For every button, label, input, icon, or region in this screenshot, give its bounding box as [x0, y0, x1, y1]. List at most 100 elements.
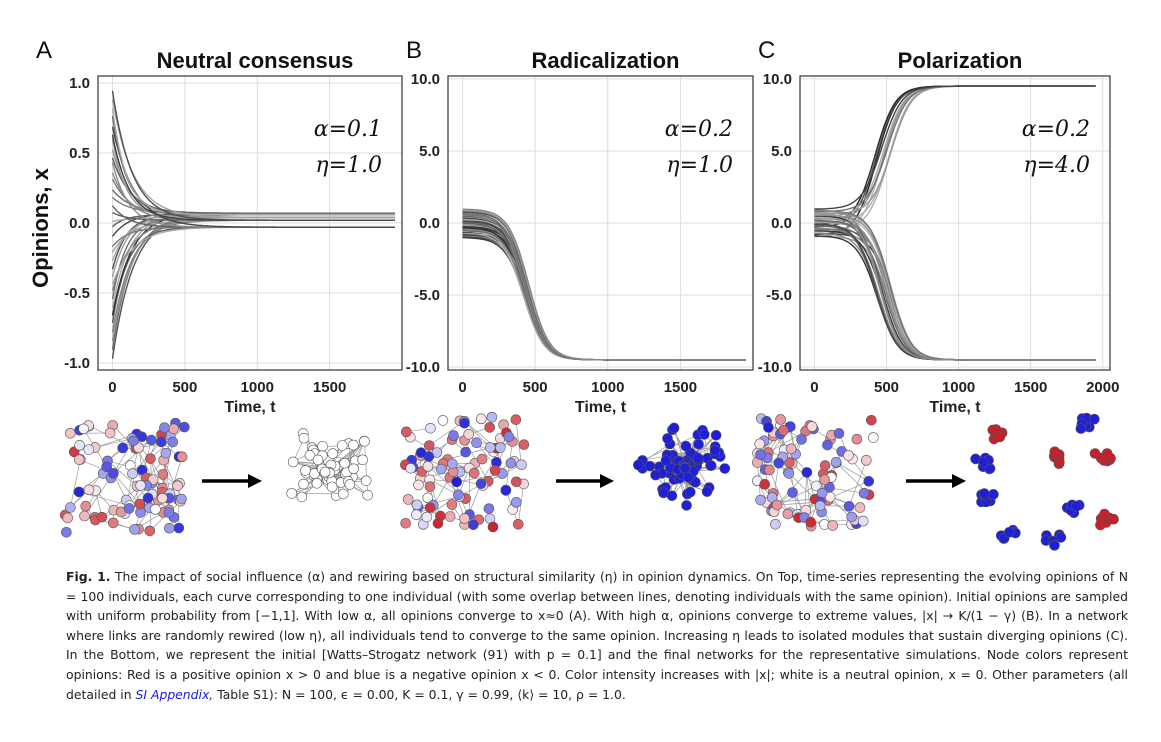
network-node — [771, 499, 783, 511]
si-appendix-link[interactable]: SI Appendix, — [135, 686, 214, 702]
opinion-trajectory — [814, 223, 1096, 361]
network-node — [660, 455, 672, 466]
network-node — [160, 447, 172, 459]
x-tick-label: 0 — [108, 379, 116, 396]
network-node — [62, 512, 74, 524]
y-tick-label: -1.0 — [64, 355, 90, 372]
network-node — [819, 474, 830, 486]
panel-letter: A — [36, 37, 52, 64]
network-node — [339, 457, 350, 469]
network-node — [172, 480, 183, 492]
opinion-trajectory — [814, 85, 1096, 215]
network-node — [830, 456, 842, 468]
network-edge — [835, 461, 869, 482]
network-node — [754, 438, 766, 450]
network-node — [359, 435, 370, 447]
network-node — [755, 494, 766, 506]
network-node — [460, 446, 471, 458]
network-node — [503, 431, 515, 443]
network-node — [705, 460, 717, 471]
series-lines — [814, 85, 1096, 361]
network-node — [978, 457, 989, 468]
network-node — [682, 472, 694, 483]
network-node — [858, 487, 870, 499]
series-lines — [462, 208, 746, 361]
opinion-timeseries-panel-c: 0 500 1000 1500 2000 10.0 5.0 0.0 -5.0 -10.0 Time,… — [758, 37, 1120, 416]
network-node — [510, 414, 522, 425]
network-node — [424, 502, 436, 513]
network-node — [764, 464, 775, 476]
network-node — [851, 433, 863, 445]
y-tick-label: 0.0 — [771, 215, 792, 232]
network-node — [990, 424, 1002, 435]
y-tick-label: -10.0 — [406, 359, 440, 376]
network-node — [344, 479, 356, 490]
y-tick-label: 10.0 — [763, 71, 792, 88]
network-node — [1108, 513, 1119, 525]
opinion-trajectory — [814, 235, 1096, 361]
final-network-c — [970, 412, 1119, 551]
network-edge — [113, 439, 152, 474]
final-network-b — [633, 422, 731, 511]
network-node — [487, 521, 499, 533]
network-node — [400, 517, 411, 529]
network-node — [463, 428, 475, 440]
network-node — [413, 479, 424, 491]
network-node — [814, 500, 826, 511]
network-node — [810, 480, 822, 492]
network-node — [693, 438, 704, 450]
arrow-a — [202, 474, 262, 488]
network-node — [357, 454, 368, 466]
y-tick-label: 0.5 — [69, 145, 90, 162]
y-tick-label: 0.0 — [419, 215, 440, 232]
network-node — [123, 503, 135, 514]
opinion-trajectory — [814, 85, 1096, 210]
network-node — [134, 498, 146, 510]
network-node — [286, 488, 297, 499]
opinion-trajectory — [814, 85, 1096, 213]
network-node — [783, 468, 795, 479]
network-node — [827, 520, 838, 531]
network-node — [304, 450, 316, 461]
opinion-trajectory — [814, 209, 1096, 361]
network-node — [360, 475, 372, 487]
network-node — [666, 490, 678, 502]
opinion-trajectory — [111, 90, 395, 221]
network-node — [710, 429, 722, 441]
network-edge — [806, 472, 812, 523]
network-node — [1089, 413, 1100, 425]
network-node — [806, 421, 818, 432]
network-node — [489, 465, 501, 476]
network-node — [96, 511, 108, 523]
eta-annotation: η=1.0 — [315, 153, 382, 178]
network-node — [512, 519, 524, 530]
network-node — [411, 499, 423, 511]
opinion-trajectory — [111, 126, 395, 228]
y-tick-label: -5.0 — [414, 287, 440, 304]
network-node — [432, 518, 444, 529]
x-tick-label: 1500 — [313, 379, 346, 396]
network-node — [422, 461, 434, 472]
network-node — [1101, 448, 1113, 459]
network-node — [475, 478, 487, 489]
network-node — [679, 462, 691, 474]
x-tick-label: 1000 — [241, 379, 274, 396]
network-edge — [364, 441, 369, 496]
network-node — [846, 511, 858, 523]
opinion-trajectory — [814, 235, 1096, 361]
x-tick-label: 0 — [458, 379, 466, 396]
network-node — [145, 453, 156, 464]
y-tick-label: 10.0 — [411, 71, 440, 88]
network-node — [157, 469, 169, 480]
network-node — [179, 421, 190, 433]
y-tick-label: -5.0 — [766, 287, 792, 304]
opinion-trajectory — [111, 216, 395, 342]
network-node — [401, 426, 412, 438]
network-node — [435, 463, 447, 475]
network-node — [448, 430, 459, 441]
y-axis-label: Opinions, x — [28, 167, 53, 288]
network-node — [61, 526, 72, 538]
panel-title: Polarization — [898, 48, 1023, 73]
figure-caption: Fig. 1. The impact of social influence (… — [66, 567, 1128, 704]
network-node — [405, 462, 417, 474]
